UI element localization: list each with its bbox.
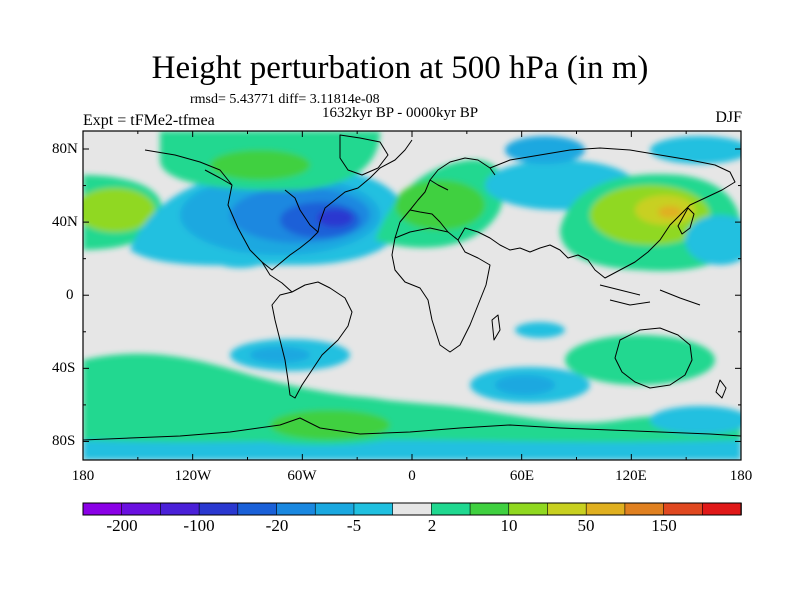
colorbar-label: 10 bbox=[500, 516, 518, 535]
lon-label-120w: 120W bbox=[174, 468, 212, 484]
colorbar-box bbox=[276, 502, 317, 516]
experiment-label: Expt = tFMe2-tfmea bbox=[83, 112, 215, 129]
colorbar-box bbox=[663, 502, 704, 516]
colorbar-label: -100 bbox=[183, 516, 215, 535]
colorbar-box bbox=[469, 502, 510, 516]
lat-label-80n: 80N bbox=[52, 141, 78, 157]
antarctic-green-core bbox=[270, 410, 390, 440]
colorbar-box bbox=[198, 502, 239, 516]
central-america-coast bbox=[261, 261, 293, 293]
lon-label-120e: 120E bbox=[615, 468, 647, 484]
lon-label-180w: 180 bbox=[71, 468, 95, 484]
colorbar-box bbox=[392, 502, 433, 516]
colorbar-box bbox=[82, 502, 123, 516]
australia-green bbox=[565, 335, 715, 385]
south-indian-blue bbox=[495, 375, 555, 395]
colorbar-label: -5 bbox=[346, 516, 362, 535]
n-pacific-east-cyan bbox=[685, 215, 741, 265]
colorbar-label: 2 bbox=[427, 516, 437, 535]
sw-pacific-cyan bbox=[650, 406, 741, 434]
lon-label-180e: 180 bbox=[729, 468, 753, 484]
lon-label-0: 0 bbox=[408, 468, 416, 484]
season-label: DJF bbox=[715, 109, 742, 126]
coastlines bbox=[83, 134, 741, 441]
colorbar-box bbox=[353, 502, 394, 516]
colorbar-box bbox=[237, 502, 278, 516]
n-pacific-yellowgreen bbox=[83, 188, 155, 232]
east-asia-orange bbox=[658, 206, 682, 218]
africa-coast bbox=[391, 227, 491, 353]
south-band-cyan bbox=[83, 440, 741, 460]
colorbar-label: -200 bbox=[106, 516, 138, 535]
arctic-east-cyan bbox=[650, 136, 741, 164]
asia-coast bbox=[457, 147, 736, 279]
colorbar-box bbox=[624, 502, 665, 516]
south-america-coast bbox=[271, 281, 353, 399]
colorbar-box bbox=[701, 502, 742, 516]
n-atlantic-core bbox=[317, 209, 353, 227]
lon-label-60e: 60E bbox=[509, 468, 535, 484]
north-america-coast bbox=[144, 139, 413, 271]
tropical-cyan bbox=[215, 252, 265, 268]
colorbar-box bbox=[547, 502, 587, 516]
map-title: Height perturbation at 500 hPa (in m) bbox=[151, 50, 649, 86]
europe-coast bbox=[394, 157, 496, 239]
lat-label-40s: 40S bbox=[52, 360, 76, 376]
colorbar bbox=[82, 502, 742, 516]
lat-label-40n: 40N bbox=[52, 214, 78, 230]
stats-text: rmsd= 5.43771 diff= 3.11814e-08 bbox=[190, 92, 380, 107]
colorbar-box bbox=[314, 502, 355, 516]
lat-label-eq: 0 bbox=[66, 287, 74, 303]
madagascar-coast bbox=[491, 314, 501, 341]
colorbar-box bbox=[160, 502, 200, 516]
colorbar-box bbox=[585, 502, 626, 516]
new-zealand-coast bbox=[715, 379, 727, 399]
colorbar-label: 150 bbox=[651, 516, 677, 535]
se-asia-islands bbox=[599, 284, 701, 306]
europe-green-core bbox=[395, 180, 485, 230]
lon-label-60w: 60W bbox=[287, 468, 317, 484]
antarctica-coast bbox=[83, 417, 741, 441]
period-text: 1632kyr BP - 0000kyr BP bbox=[322, 105, 479, 121]
anomaly-field bbox=[83, 131, 741, 460]
arctic-green-core bbox=[210, 150, 310, 180]
axis-ticks bbox=[82, 131, 742, 460]
greenland-coast bbox=[339, 134, 389, 176]
colorbar-frame bbox=[82, 502, 742, 516]
colorbar-label: 50 bbox=[577, 516, 595, 535]
japan-coast bbox=[677, 207, 695, 235]
colorbar-box bbox=[431, 502, 471, 516]
colorbar-label: -20 bbox=[265, 516, 289, 535]
colorbar-box bbox=[121, 502, 162, 516]
colorbar-box bbox=[508, 502, 549, 516]
south-atlantic-cyan-core bbox=[250, 347, 310, 363]
lat-label-80s: 80S bbox=[52, 433, 76, 449]
indian-ocean-cyan bbox=[515, 322, 565, 338]
australia-coast bbox=[614, 327, 693, 389]
